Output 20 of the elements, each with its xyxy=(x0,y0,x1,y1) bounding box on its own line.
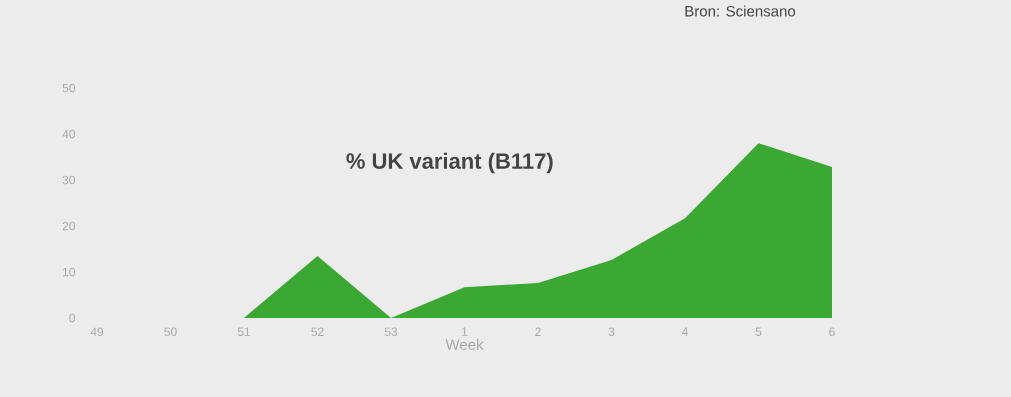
x-tick-label: 49 xyxy=(90,327,104,337)
text: Bron: Sciensano xyxy=(685,5,796,17)
x-tick-label: 2 xyxy=(535,327,541,336)
x-tick-label: 4 xyxy=(681,327,688,336)
y-tick-label: 0 xyxy=(69,313,76,323)
x-tick-label: 1 xyxy=(462,327,468,336)
text: % UK variant (B117) xyxy=(346,152,553,174)
x-tick-label: 51 xyxy=(237,327,251,336)
x-tick-label: 53 xyxy=(384,327,398,337)
y-tick-label: 50 xyxy=(62,83,76,93)
y-tick-label: 10 xyxy=(63,267,76,277)
y-tick-label: 30 xyxy=(62,175,76,185)
y-tick-label: 40 xyxy=(62,129,76,139)
x-tick-label: 52 xyxy=(311,327,324,337)
x-tick-label: 6 xyxy=(829,327,835,337)
x-axis-title: Week xyxy=(445,338,484,350)
y-tick-label: 20 xyxy=(62,221,76,231)
x-tick-label: 50 xyxy=(164,327,177,337)
x-tick-label: 3 xyxy=(608,327,615,337)
x-tick-label: 5 xyxy=(755,327,762,336)
